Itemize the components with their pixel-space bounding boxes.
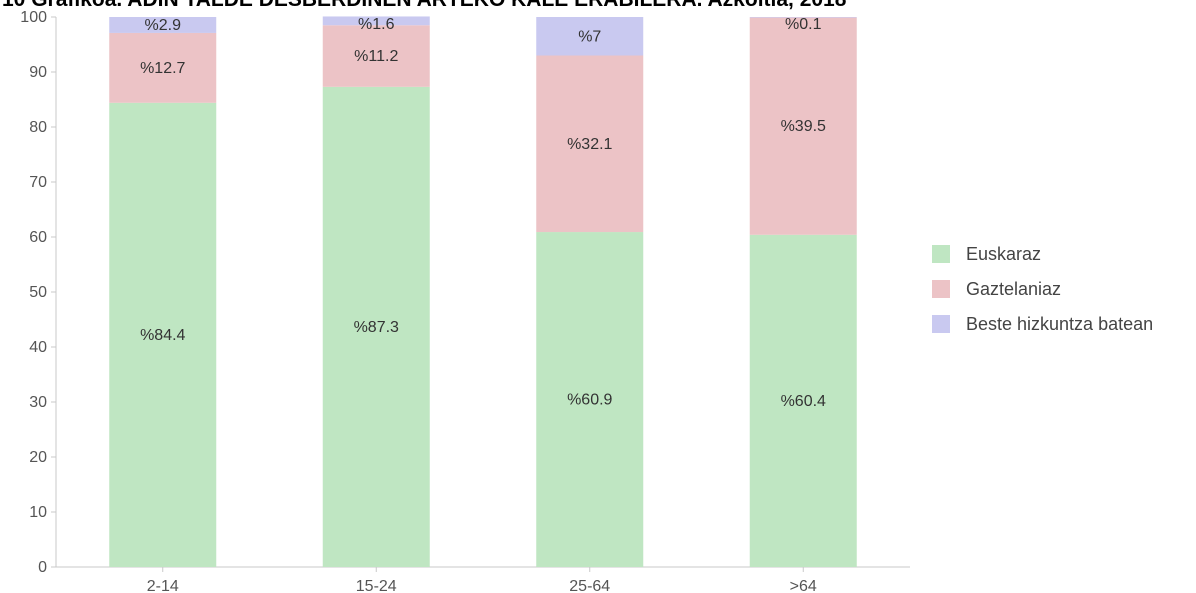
bar-segment [749,17,857,18]
data-label: %7 [578,28,601,45]
legend-swatch [932,315,950,333]
legend-label: Beste hizkuntza batean [966,314,1153,334]
data-label: %60.4 [781,393,826,410]
x-tick-label: 25-64 [569,578,610,593]
data-label: %87.3 [354,319,399,336]
data-label: %32.1 [567,136,612,153]
y-tick-label: 20 [29,449,47,466]
y-tick-label: 30 [29,394,47,411]
bar-segment [109,102,217,568]
x-tick-label: 15-24 [356,578,397,593]
data-label: %1.6 [358,16,395,33]
bar-segment [536,55,644,233]
y-tick-label: 40 [29,339,47,356]
bar-segment [536,17,644,56]
data-label: %60.9 [567,392,612,409]
data-label: %11.2 [354,48,398,65]
x-tick-label: 2-14 [147,578,179,593]
y-tick-label: 60 [29,229,47,246]
bar-segment [109,17,217,33]
legend-label: Euskaraz [966,244,1041,264]
bar-segment [109,32,217,103]
y-tick-label: 10 [29,504,47,521]
bar-segment [322,86,430,567]
chart-title: 10 Grafikoa. ADIN TALDE DESBERDINEN ARTE… [2,0,846,12]
y-tick-label: 80 [29,119,47,136]
y-tick-label: 90 [29,64,47,81]
x-axis: 2-14 15-24 25-64 >64 [56,566,910,593]
y-tick-label: 100 [20,9,47,26]
y-tick-label: 50 [29,284,47,301]
y-axis: 0 10 20 30 40 50 60 70 80 90 100 [20,9,57,576]
y-tick-label: 70 [29,174,47,191]
legend: Euskaraz Gaztelaniaz Beste hizkuntza batea… [932,244,1153,334]
data-label: %0.1 [785,16,822,33]
legend-label: Gaztelaniaz [966,279,1061,299]
data-label: %12.7 [140,60,185,77]
bars: %84.4 %12.7 %2.9 %87.3 %11.2 %1.6 %60.9 %32.1 %7… [109,16,857,568]
bar-segment [749,234,857,568]
data-label: %39.5 [781,118,826,135]
data-label: %84.4 [140,327,185,344]
legend-swatch [932,280,950,298]
bar-segment [322,16,430,26]
bar-segment [322,25,430,87]
data-label: %2.9 [145,17,182,34]
bar-segment [749,17,857,235]
y-tick-label: 0 [38,559,47,576]
x-tick-label: >64 [790,578,817,593]
bar-segment [536,232,644,568]
legend-swatch [932,245,950,263]
